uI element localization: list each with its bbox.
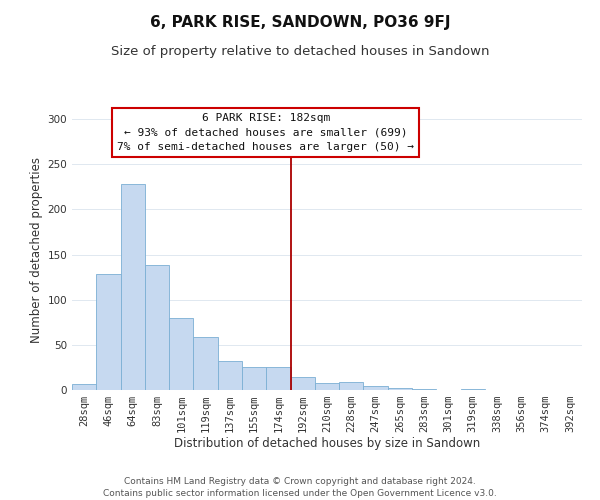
X-axis label: Distribution of detached houses by size in Sandown: Distribution of detached houses by size …	[174, 436, 480, 450]
Bar	[364, 386, 388, 390]
Bar	[315, 383, 339, 390]
Text: Contains HM Land Registry data © Crown copyright and database right 2024.: Contains HM Land Registry data © Crown c…	[124, 478, 476, 486]
Bar	[461, 389, 485, 390]
Text: Contains public sector information licensed under the Open Government Licence v3: Contains public sector information licen…	[103, 489, 497, 498]
Bar	[193, 336, 218, 390]
Bar	[242, 368, 266, 390]
Text: 6, PARK RISE, SANDOWN, PO36 9FJ: 6, PARK RISE, SANDOWN, PO36 9FJ	[150, 15, 450, 30]
Y-axis label: Number of detached properties: Number of detached properties	[30, 157, 43, 343]
Bar	[290, 378, 315, 390]
Bar	[169, 318, 193, 390]
Bar	[266, 368, 290, 390]
Bar	[339, 382, 364, 390]
Text: 6 PARK RISE: 182sqm
← 93% of detached houses are smaller (699)
7% of semi-detach: 6 PARK RISE: 182sqm ← 93% of detached ho…	[118, 113, 415, 152]
Bar	[145, 266, 169, 390]
Bar	[388, 388, 412, 390]
Text: Size of property relative to detached houses in Sandown: Size of property relative to detached ho…	[111, 45, 489, 58]
Bar	[412, 389, 436, 390]
Bar	[96, 274, 121, 390]
Bar	[218, 361, 242, 390]
Bar	[121, 184, 145, 390]
Bar	[72, 384, 96, 390]
